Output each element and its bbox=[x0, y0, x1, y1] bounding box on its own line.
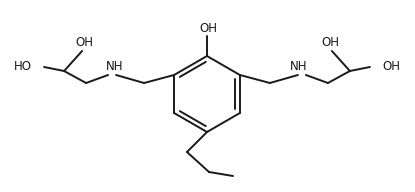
Text: OH: OH bbox=[382, 60, 400, 73]
Text: NH: NH bbox=[106, 60, 124, 73]
Text: OH: OH bbox=[75, 36, 93, 49]
Text: HO: HO bbox=[14, 60, 32, 73]
Text: NH: NH bbox=[290, 60, 308, 73]
Text: OH: OH bbox=[199, 22, 217, 35]
Text: OH: OH bbox=[321, 36, 339, 49]
